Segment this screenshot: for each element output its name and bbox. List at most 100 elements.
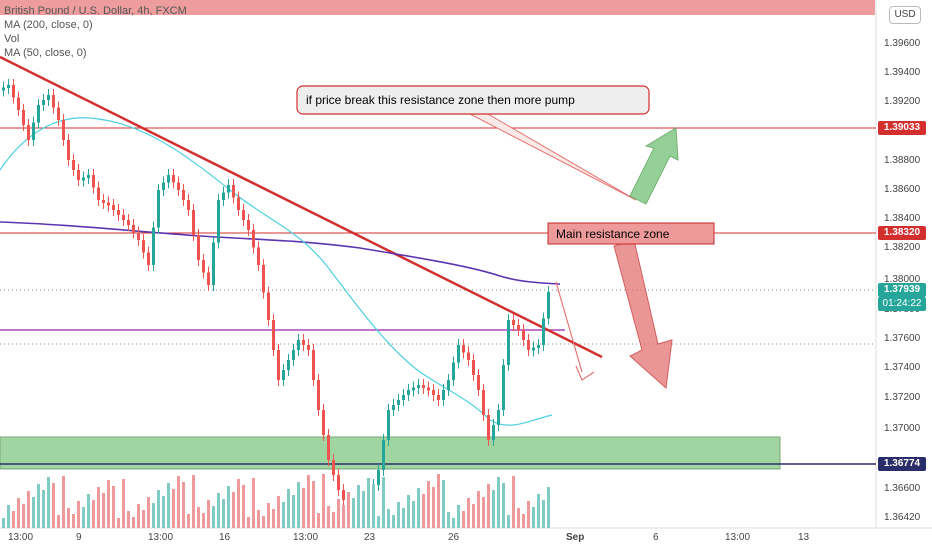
candle-body xyxy=(212,242,215,285)
volume-bar xyxy=(12,511,15,528)
candle-body xyxy=(102,200,105,203)
volume-bar xyxy=(227,486,230,528)
candle-body xyxy=(267,292,270,320)
volume-bar xyxy=(422,494,425,528)
price-tick: 1.38200 xyxy=(884,242,921,253)
volume-bar xyxy=(272,509,275,528)
volume-bar xyxy=(432,487,435,528)
candle-body xyxy=(222,192,225,200)
candle-body xyxy=(457,345,460,363)
candle-body xyxy=(507,320,510,365)
candle-body xyxy=(162,182,165,190)
volume-bar xyxy=(317,513,320,528)
candles xyxy=(2,79,550,517)
candle-body xyxy=(72,160,75,170)
price-tick: 1.37400 xyxy=(884,362,921,373)
candle-body xyxy=(407,390,410,395)
volume-bar xyxy=(442,480,445,528)
volume-bar xyxy=(527,501,530,528)
volume-bar xyxy=(122,479,125,528)
volume-bar xyxy=(192,475,195,528)
volume-bar xyxy=(407,495,410,528)
volume-bar xyxy=(342,505,345,528)
candle-body xyxy=(452,362,455,380)
volume-bar xyxy=(522,514,525,528)
candle-body xyxy=(312,350,315,380)
candle-body xyxy=(337,475,340,490)
candle-body xyxy=(317,380,320,410)
candle-body xyxy=(142,240,145,253)
candle-body xyxy=(382,440,385,470)
volume-bar xyxy=(82,507,85,528)
volume-bar xyxy=(477,491,480,528)
volume-bar xyxy=(452,518,455,528)
candle-body xyxy=(292,350,295,360)
time-tick: 23 xyxy=(364,532,376,543)
time-tick: 13:00 xyxy=(725,532,751,543)
candle-body xyxy=(332,460,335,475)
candle-body xyxy=(247,220,250,230)
volume-bar xyxy=(137,504,140,528)
price-tick: 1.39200 xyxy=(884,96,921,107)
candle-body xyxy=(282,370,285,380)
candle-body xyxy=(137,232,140,240)
time-tick: 13:00 xyxy=(293,532,319,543)
volume-bar xyxy=(352,498,355,528)
volume-bar xyxy=(387,509,390,528)
legend-ma200: MA (200, close, 0) xyxy=(4,19,93,31)
zone-label-box xyxy=(547,222,715,245)
volume-bar xyxy=(487,484,490,528)
candle-body xyxy=(387,410,390,440)
candle-body xyxy=(17,97,20,110)
legend-vol: Vol xyxy=(4,33,20,45)
candle-body xyxy=(62,120,65,140)
volume-bar xyxy=(282,502,285,528)
candle-body xyxy=(167,175,170,183)
volume-bar xyxy=(197,507,200,528)
candle-body xyxy=(517,325,520,330)
volume-bar xyxy=(357,485,360,528)
volume-bar xyxy=(312,481,315,528)
volume-bar xyxy=(372,484,375,528)
volume-bar xyxy=(32,497,35,528)
candle-body xyxy=(392,405,395,410)
volume-bar xyxy=(382,477,385,528)
volume-bar xyxy=(42,490,45,528)
volume-bar xyxy=(217,493,220,528)
small-red-arrow xyxy=(555,281,583,373)
candle-body xyxy=(107,202,110,206)
candle-body xyxy=(427,387,430,391)
volume-bar xyxy=(467,498,470,528)
candle-body xyxy=(422,385,425,388)
candle-body xyxy=(342,490,345,500)
volume-bar xyxy=(322,474,325,528)
price-label-support: 1.36774 xyxy=(878,457,926,471)
candle-body xyxy=(482,390,485,415)
time-tick: 13:00 xyxy=(148,532,174,543)
candle-body xyxy=(67,140,70,160)
candle-body xyxy=(227,185,230,193)
currency-button[interactable]: USD xyxy=(889,6,921,24)
volume-bar xyxy=(252,478,255,528)
candle-body xyxy=(47,95,50,100)
price-tick: 1.37000 xyxy=(884,423,921,434)
volume-bar xyxy=(102,493,105,528)
candle-body xyxy=(252,230,255,248)
candle-body xyxy=(232,185,235,198)
candle-body xyxy=(402,395,405,400)
volume-bars xyxy=(2,474,550,528)
candle-body xyxy=(7,85,10,88)
callout-pointer xyxy=(469,113,637,201)
volume-bar xyxy=(2,518,5,528)
volume-bar xyxy=(512,476,515,528)
candle-body xyxy=(32,122,35,140)
candle-body xyxy=(397,400,400,405)
price-tick: 1.38800 xyxy=(884,155,921,166)
candle-body xyxy=(82,177,85,181)
candle-body xyxy=(217,200,220,243)
volume-bar xyxy=(297,482,300,528)
candle-body xyxy=(437,395,440,400)
volume-bar xyxy=(267,503,270,528)
